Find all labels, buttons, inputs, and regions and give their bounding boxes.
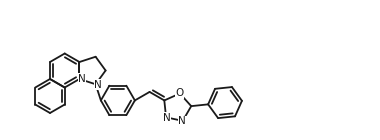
- Text: N: N: [178, 116, 186, 126]
- Text: N: N: [163, 113, 171, 123]
- Text: N: N: [78, 74, 86, 83]
- Text: O: O: [176, 88, 184, 98]
- Text: N: N: [94, 80, 102, 90]
